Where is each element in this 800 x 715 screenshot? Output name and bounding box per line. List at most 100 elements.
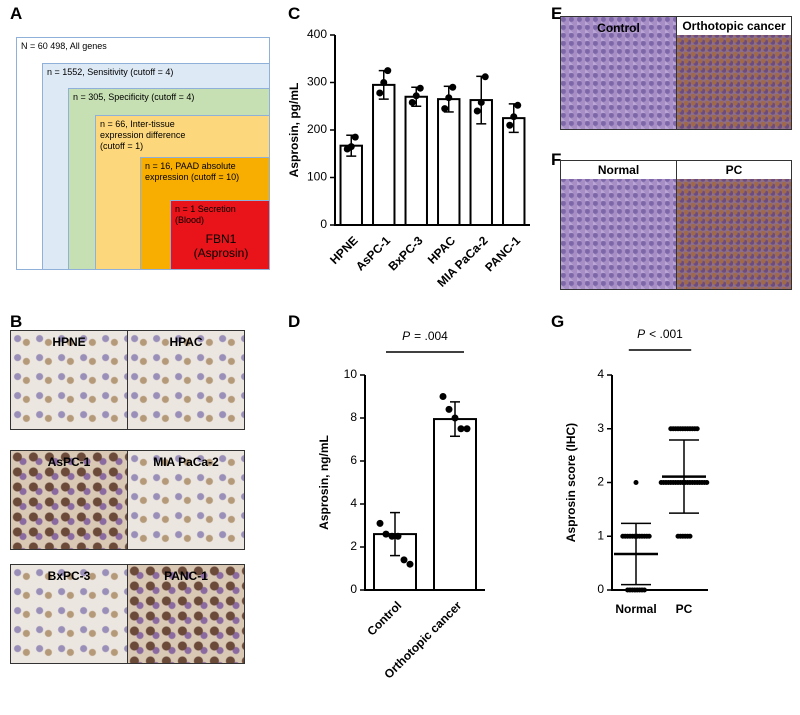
panel-label: E <box>551 4 563 23</box>
data-point <box>463 425 471 433</box>
box-label: n = 66, Inter-tissue expression differen… <box>100 119 186 151</box>
data-point <box>384 67 392 75</box>
y-tick-label: 0 <box>320 217 327 231</box>
data-point <box>514 101 522 109</box>
data-point <box>400 556 408 564</box>
annotation: P < .001 <box>637 327 683 341</box>
data-point <box>633 480 639 485</box>
data-point <box>449 83 457 91</box>
image-label: MIA PaCa-2 <box>153 455 219 469</box>
data-point <box>376 519 384 527</box>
annotation: P = .004 <box>402 329 448 343</box>
p-symbol: P <box>637 327 645 341</box>
micrograph: Normal <box>560 160 677 290</box>
y-tick-label: 0 <box>597 582 604 596</box>
y-tick-label: 1 <box>597 528 604 542</box>
gene-box: n = 1 Secretion (Blood) FBN1 (Asprosin) <box>170 200 270 270</box>
data-point <box>451 414 459 422</box>
y-tick-label: 400 <box>307 27 327 41</box>
p-value: = .004 <box>414 329 448 343</box>
data-point <box>394 532 402 540</box>
data-point <box>347 143 355 151</box>
x-tick-label: PC <box>676 602 693 616</box>
micrograph: HPNE <box>10 330 128 430</box>
data-point <box>441 105 449 113</box>
image-label: HPAC <box>169 335 203 349</box>
image-label: PANC-1 <box>164 569 208 583</box>
micrograph: AsPC-1 <box>10 450 128 550</box>
image-label: AsPC-1 <box>47 455 91 469</box>
data-point <box>641 587 647 593</box>
image-label: Control <box>597 21 640 35</box>
data-point <box>351 133 359 141</box>
y-tick-label: 0 <box>350 582 357 596</box>
image-label: PC <box>677 161 791 179</box>
panel-label: C <box>288 4 301 23</box>
data-point <box>445 94 453 102</box>
gene-name: FBN1 (Asprosin) <box>193 232 249 260</box>
data-point <box>646 533 652 539</box>
data-point <box>412 92 420 100</box>
data-point <box>477 98 485 106</box>
data-point <box>473 107 481 115</box>
y-tick-label: 2 <box>350 539 357 553</box>
bar <box>502 117 526 226</box>
y-tick-label: 100 <box>307 170 327 184</box>
bar <box>437 98 461 226</box>
data-point <box>445 405 453 413</box>
data-point <box>510 113 518 121</box>
x-tick-label: Control <box>364 598 404 638</box>
y-tick-label: 300 <box>307 75 327 89</box>
bar <box>404 95 428 226</box>
y-axis-title: Asprosin, ng/mL <box>317 435 331 530</box>
data-point <box>481 73 489 81</box>
image-label: Normal <box>561 161 676 179</box>
data-point <box>380 79 388 86</box>
panel-label: A <box>10 4 23 23</box>
image-label: BxPC-3 <box>47 569 91 583</box>
bar <box>372 83 396 226</box>
y-axis-title: Asprosin score (IHC) <box>564 423 578 542</box>
bar <box>339 144 363 226</box>
data-point <box>382 530 390 538</box>
micrograph: BxPC-3 <box>10 564 128 664</box>
y-tick-label: 2 <box>597 475 604 489</box>
x-tick-label: BxPC-3 <box>386 233 426 273</box>
data-point <box>406 560 414 568</box>
data-point <box>704 480 710 485</box>
p-value: < .001 <box>649 327 683 341</box>
y-tick-label: 3 <box>597 421 604 435</box>
data-point <box>416 84 424 92</box>
data-point <box>408 98 416 106</box>
x-tick-label: AsPC-1 <box>353 233 393 273</box>
y-tick-label: 200 <box>307 122 327 136</box>
x-tick-label: Normal <box>615 602 656 616</box>
p-symbol: P <box>402 329 410 343</box>
data-point <box>439 393 447 400</box>
y-tick-label: 4 <box>350 496 357 510</box>
micrograph: Orthotopic cancer <box>676 16 792 130</box>
data-point <box>694 426 700 432</box>
y-tick-label: 10 <box>344 367 358 381</box>
y-tick-label: 8 <box>350 410 357 424</box>
micrograph: PANC-1 <box>127 564 245 664</box>
box-label: N = 60 498, All genes <box>21 41 107 51</box>
box-label: n = 1552, Sensitivity (cutoff = 4) <box>47 67 174 77</box>
panel-label: G <box>551 312 565 331</box>
y-tick-label: 4 <box>597 367 604 381</box>
micrograph: MIA PaCa-2 <box>127 450 245 550</box>
image-label: Orthotopic cancer <box>677 17 791 35</box>
image-label: HPNE <box>52 335 86 349</box>
y-tick-label: 6 <box>350 453 357 467</box>
box-label: n = 16, PAAD absolute expression (cutoff… <box>145 161 240 182</box>
panel-label: D <box>288 312 301 331</box>
micrograph: PC <box>676 160 792 290</box>
panel-label: F <box>551 150 562 169</box>
data-point <box>388 532 396 540</box>
box-label: n = 305, Specificity (cutoff = 4) <box>73 92 195 102</box>
box-label: n = 1 Secretion (Blood) <box>175 204 236 225</box>
y-axis-title: Asprosin, pg/mL <box>287 83 301 178</box>
bar <box>433 418 477 592</box>
